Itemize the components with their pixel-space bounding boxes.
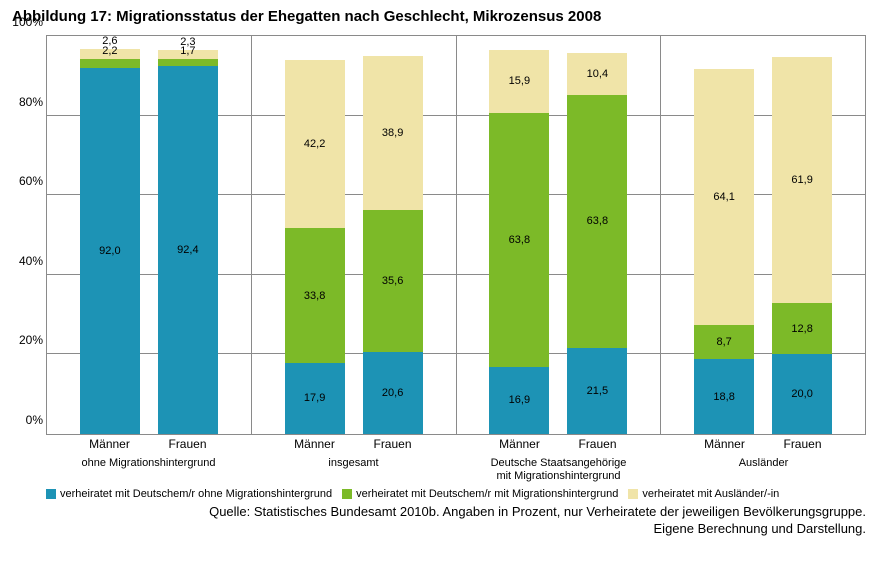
bar-value-label: 15,9 xyxy=(509,75,530,87)
group-label: Ausländer xyxy=(661,457,866,482)
y-tick-label: 100% xyxy=(3,15,43,29)
bar-segment: 92,0 xyxy=(80,68,140,434)
source-text: Quelle: Statistisches Bundesamt 2010b. A… xyxy=(0,500,878,538)
legend-swatch xyxy=(46,489,56,499)
legend-swatch xyxy=(342,489,352,499)
bar-segment: 8,7 xyxy=(694,325,754,360)
bar-segment: 42,2 xyxy=(285,60,345,228)
bar-segment: 63,8 xyxy=(489,113,549,367)
bar-segment: 33,8 xyxy=(285,228,345,363)
x-category-label: Frauen xyxy=(158,437,218,451)
bar-column: 15,9 63,8 16,9 xyxy=(489,36,549,434)
bar-column: 2,31,792,4 xyxy=(158,36,218,434)
x-axis-group-labels: ohne MigrationshintergrundinsgesamtDeuts… xyxy=(46,457,866,482)
y-tick-label: 40% xyxy=(3,254,43,268)
bar-value-label: 38,9 xyxy=(382,127,403,139)
y-tick-label: 20% xyxy=(3,333,43,347)
group-label: insgesamt xyxy=(251,457,456,482)
x-category-label: Frauen xyxy=(363,437,423,451)
legend-label: verheiratet mit Deutschem/r mit Migratio… xyxy=(356,488,618,500)
x-category-label: Frauen xyxy=(568,437,628,451)
bar-value-label: 61,9 xyxy=(791,174,812,186)
bar-segment: 18,8 xyxy=(694,359,754,434)
bar-group: 64,1 8,7 18,8 61,9 12,8 20,0 xyxy=(660,36,865,434)
bar-value-label: 35,6 xyxy=(382,275,403,287)
bar-segment: 2,2 xyxy=(80,59,140,68)
group-label: ohne Migrationshintergrund xyxy=(46,457,251,482)
bar-value-label: 10,4 xyxy=(587,68,608,80)
bar-segment: 12,8 xyxy=(772,303,832,354)
bar-column: 38,9 35,6 20,6 xyxy=(363,36,423,434)
legend-swatch xyxy=(628,489,638,499)
bar-value-label: 92,4 xyxy=(177,244,198,256)
bar-column: 61,9 12,8 20,0 xyxy=(772,36,832,434)
x-category-label: Frauen xyxy=(773,437,833,451)
bar-column: 2,62,292,0 xyxy=(80,36,140,434)
bar-segment: 64,1 xyxy=(694,69,754,324)
legend: verheiratet mit Deutschem/r ohne Migrati… xyxy=(46,488,866,500)
x-category-label: Männer xyxy=(80,437,140,451)
bar-column: 10,4 63,8 21,5 xyxy=(567,36,627,434)
x-axis-category-labels: Männer Frauen Männer Frauen Männer Frauen Männ… xyxy=(46,437,866,451)
bar-group: 2,62,292,02,31,792,4 xyxy=(47,36,251,434)
bar-value-label: 17,9 xyxy=(304,392,325,404)
x-category-label: Männer xyxy=(285,437,345,451)
bar-segment: 38,9 xyxy=(363,56,423,211)
chart-plot-area: 0%20%40%60%80%100% 2,62,292,02,31,792,44… xyxy=(46,35,866,435)
bar-segment: 15,9 xyxy=(489,50,549,113)
x-category-label: Männer xyxy=(695,437,755,451)
bar-value-label: 63,8 xyxy=(587,215,608,227)
legend-label: verheiratet mit Ausländer/-in xyxy=(642,488,779,500)
bar-group: 15,9 63,8 16,9 10,4 63,8 21,5 xyxy=(456,36,661,434)
bar-segment: 63,8 xyxy=(567,95,627,349)
bar-column: 42,2 33,8 17,9 xyxy=(285,36,345,434)
bar-segment: 61,9 xyxy=(772,57,832,303)
bar-segment: 17,9 xyxy=(285,363,345,434)
bar-segment: 16,9 xyxy=(489,367,549,434)
bar-segment: 21,5 xyxy=(567,348,627,434)
bar-segment: 92,4 xyxy=(158,66,218,434)
bar-segment: 10,4 xyxy=(567,53,627,94)
y-tick-label: 80% xyxy=(3,95,43,109)
bar-value-label: 92,0 xyxy=(99,245,120,257)
bar-value-label: 21,5 xyxy=(587,385,608,397)
bar-value-label: 64,1 xyxy=(713,191,734,203)
legend-item: verheiratet mit Ausländer/-in xyxy=(628,488,779,500)
legend-item: verheiratet mit Deutschem/r ohne Migrati… xyxy=(46,488,332,500)
source-line-1: Quelle: Statistisches Bundesamt 2010b. A… xyxy=(12,504,866,521)
bar-value-label: 2,2 xyxy=(102,45,117,57)
bar-value-label: 16,9 xyxy=(509,394,530,406)
x-category-label: Männer xyxy=(490,437,550,451)
bar-segment: 20,0 xyxy=(772,354,832,434)
y-tick-label: 0% xyxy=(3,413,43,427)
bar-value-label: 18,8 xyxy=(713,391,734,403)
bar-segment: 35,6 xyxy=(363,210,423,352)
bar-segment: 1,7 xyxy=(158,59,218,66)
bar-column: 64,1 8,7 18,8 xyxy=(694,36,754,434)
bar-value-label: 33,8 xyxy=(304,290,325,302)
y-tick-label: 60% xyxy=(3,174,43,188)
bar-value-label: 1,7 xyxy=(180,45,195,57)
legend-item: verheiratet mit Deutschem/r mit Migratio… xyxy=(342,488,618,500)
bar-value-label: 42,2 xyxy=(304,138,325,150)
source-line-2: Eigene Berechnung und Darstellung. xyxy=(12,521,866,538)
bar-value-label: 12,8 xyxy=(791,323,812,335)
bar-segment: 20,6 xyxy=(363,352,423,434)
bar-value-label: 63,8 xyxy=(509,234,530,246)
bar-group: 42,2 33,8 17,9 38,9 35,6 20,6 xyxy=(251,36,456,434)
bar-value-label: 20,6 xyxy=(382,387,403,399)
group-label: Deutsche Staatsangehörigemit Migrationsh… xyxy=(456,457,661,482)
legend-label: verheiratet mit Deutschem/r ohne Migrati… xyxy=(60,488,332,500)
bar-value-label: 8,7 xyxy=(716,336,731,348)
bar-value-label: 20,0 xyxy=(791,388,812,400)
chart-title: Abbildung 17: Migrationsstatus der Ehega… xyxy=(0,0,878,31)
